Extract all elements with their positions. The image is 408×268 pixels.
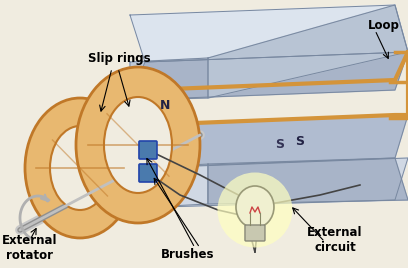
Ellipse shape <box>236 186 274 228</box>
Ellipse shape <box>217 173 293 247</box>
Ellipse shape <box>76 67 200 223</box>
Ellipse shape <box>50 126 110 210</box>
FancyBboxPatch shape <box>245 225 265 241</box>
Text: S: S <box>295 136 304 148</box>
Polygon shape <box>130 58 208 100</box>
Ellipse shape <box>25 98 135 238</box>
Polygon shape <box>130 115 408 168</box>
Text: N: N <box>160 99 170 111</box>
Text: External
rotator: External rotator <box>2 234 58 262</box>
Polygon shape <box>130 52 408 100</box>
Text: Brushes: Brushes <box>161 248 215 262</box>
Polygon shape <box>208 158 408 204</box>
Polygon shape <box>130 5 408 62</box>
Polygon shape <box>130 158 408 208</box>
Text: N: N <box>160 98 170 111</box>
FancyBboxPatch shape <box>139 164 157 182</box>
FancyBboxPatch shape <box>139 141 157 159</box>
Text: External
circuit: External circuit <box>307 226 363 254</box>
Ellipse shape <box>104 97 172 193</box>
Polygon shape <box>130 164 208 208</box>
Text: Loop: Loop <box>368 18 400 32</box>
Text: Slip rings: Slip rings <box>88 51 151 65</box>
Text: S: S <box>275 138 284 151</box>
Polygon shape <box>208 5 408 98</box>
